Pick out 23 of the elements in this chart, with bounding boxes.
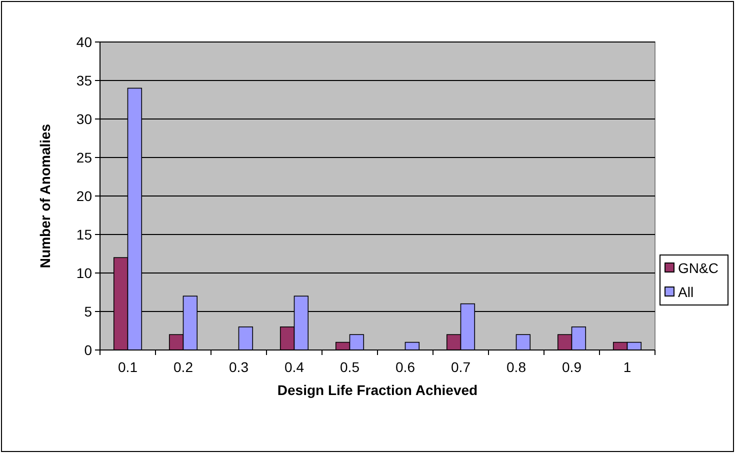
x-tick-label: 0.9 — [562, 359, 582, 375]
y-tick-label: 20 — [76, 188, 92, 204]
x-tick-label: 1 — [623, 359, 632, 375]
legend-label: All — [678, 284, 694, 300]
x-tick-label: 0.7 — [451, 359, 471, 375]
y-tick-label: 35 — [76, 72, 92, 88]
y-tick-label: 40 — [76, 34, 92, 50]
y-tick-label: 0 — [84, 342, 92, 358]
x-tick-label: 0.3 — [229, 359, 249, 375]
y-axis-title: Number of Anomalies — [37, 124, 53, 268]
y-tick-label: 5 — [84, 303, 92, 320]
y-tick-label: 15 — [76, 226, 92, 242]
x-tick-label: 0.6 — [396, 359, 416, 375]
x-axis-title: Design Life Fraction Achieved — [277, 382, 478, 398]
x-tick-label: 0.2 — [174, 359, 194, 375]
x-tick-label: 0.1 — [118, 359, 138, 375]
legend-label: GN&C — [678, 260, 718, 276]
y-tick-label: 30 — [76, 110, 92, 127]
x-tick-label: 0.5 — [340, 359, 360, 375]
y-tick-label: 25 — [76, 149, 92, 166]
x-tick-label: 0.4 — [284, 359, 304, 375]
x-tick-label: 0.8 — [506, 359, 526, 375]
y-tick-label: 10 — [76, 264, 92, 281]
